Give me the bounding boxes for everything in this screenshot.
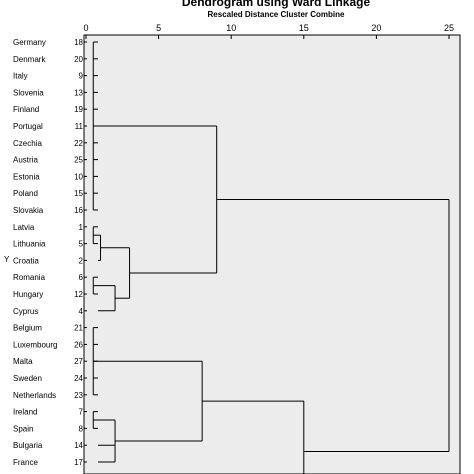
leaf-name: Austria — [13, 156, 38, 165]
dendrogram-links — [92, 41, 450, 474]
leaf-name: Portugal — [13, 122, 43, 131]
leaf-name: Ireland — [13, 408, 37, 417]
x-tick-label: 15 — [299, 23, 309, 33]
leaf-name: Lithuania — [13, 240, 46, 249]
leaf-id: 2 — [79, 256, 84, 265]
leaf-name: Czechia — [13, 139, 42, 148]
leaf-id: 27 — [74, 357, 83, 366]
leaf-name: Netherlands — [13, 391, 56, 400]
leaf-name: Belgium — [13, 324, 42, 333]
chart-subtitle: Rescaled Distance Cluster Combine — [208, 10, 345, 19]
leaf-name: Bulgaria — [13, 441, 43, 450]
x-tick-label: 10 — [226, 23, 236, 33]
leaf-id: 25 — [74, 156, 83, 165]
leaf-id: 5 — [79, 240, 84, 249]
y-axis-label: Y — [4, 255, 10, 264]
leaf-name: Slovenia — [13, 88, 44, 97]
leaf-name: Denmark — [13, 55, 46, 64]
leaf-name: Croatia — [13, 256, 39, 265]
leaf-name: Cyprus — [13, 307, 38, 316]
leaf-name: Malta — [13, 357, 33, 366]
leaf-id: 12 — [74, 290, 83, 299]
x-tick-label: 20 — [371, 23, 381, 33]
leaf-id: 4 — [79, 307, 84, 316]
leaf-name: Romania — [13, 273, 46, 282]
leaf-id: 17 — [74, 458, 83, 467]
chart-title: Dendrogram using Ward Linkage — [182, 0, 371, 9]
leaf-id: 20 — [74, 55, 83, 64]
leaf-id: 19 — [74, 105, 83, 114]
leaf-id: 8 — [79, 424, 84, 433]
leaf-name: France — [13, 458, 38, 467]
leaf-name: Spain — [13, 424, 33, 433]
leaf-name: Finland — [13, 105, 39, 114]
leaf-name: Hungary — [13, 290, 43, 299]
leaf-name: Germany — [13, 38, 46, 47]
leaf-id: 7 — [79, 408, 84, 417]
leaf-id: 16 — [74, 206, 83, 215]
leaf-id: 26 — [74, 340, 83, 349]
leaf-id: 22 — [74, 139, 83, 148]
leaf-id: 9 — [79, 72, 84, 81]
leaf-name: Slovakia — [13, 206, 44, 215]
leaf-id: 21 — [74, 324, 83, 333]
leaf-id: 23 — [74, 391, 83, 400]
leaf-name: Poland — [13, 189, 38, 198]
leaf-id: 14 — [74, 441, 83, 450]
leaf-id: 6 — [79, 273, 84, 282]
leaf-id: 18 — [74, 38, 83, 47]
leaf-name: Italy — [13, 72, 28, 81]
leaf-id: 1 — [79, 223, 84, 232]
leaf-id: 11 — [75, 122, 84, 131]
leaf-id: 24 — [74, 374, 83, 383]
x-axis: 0 5 10 15 20 25 — [83, 23, 454, 39]
leaf-name: Luxembourg — [13, 340, 57, 349]
leaf-name: Estonia — [13, 172, 40, 181]
leaf-id: 13 — [74, 88, 83, 97]
leaf-id: 15 — [74, 189, 83, 198]
x-tick-label: 25 — [444, 23, 454, 33]
leaf-name: Latvia — [13, 223, 35, 232]
plot-area — [83, 34, 461, 474]
leaf-id: 10 — [74, 172, 83, 181]
x-tick-label: 5 — [156, 23, 161, 33]
x-tick-label: 0 — [83, 23, 88, 33]
leaf-name: Sweden — [13, 374, 42, 383]
